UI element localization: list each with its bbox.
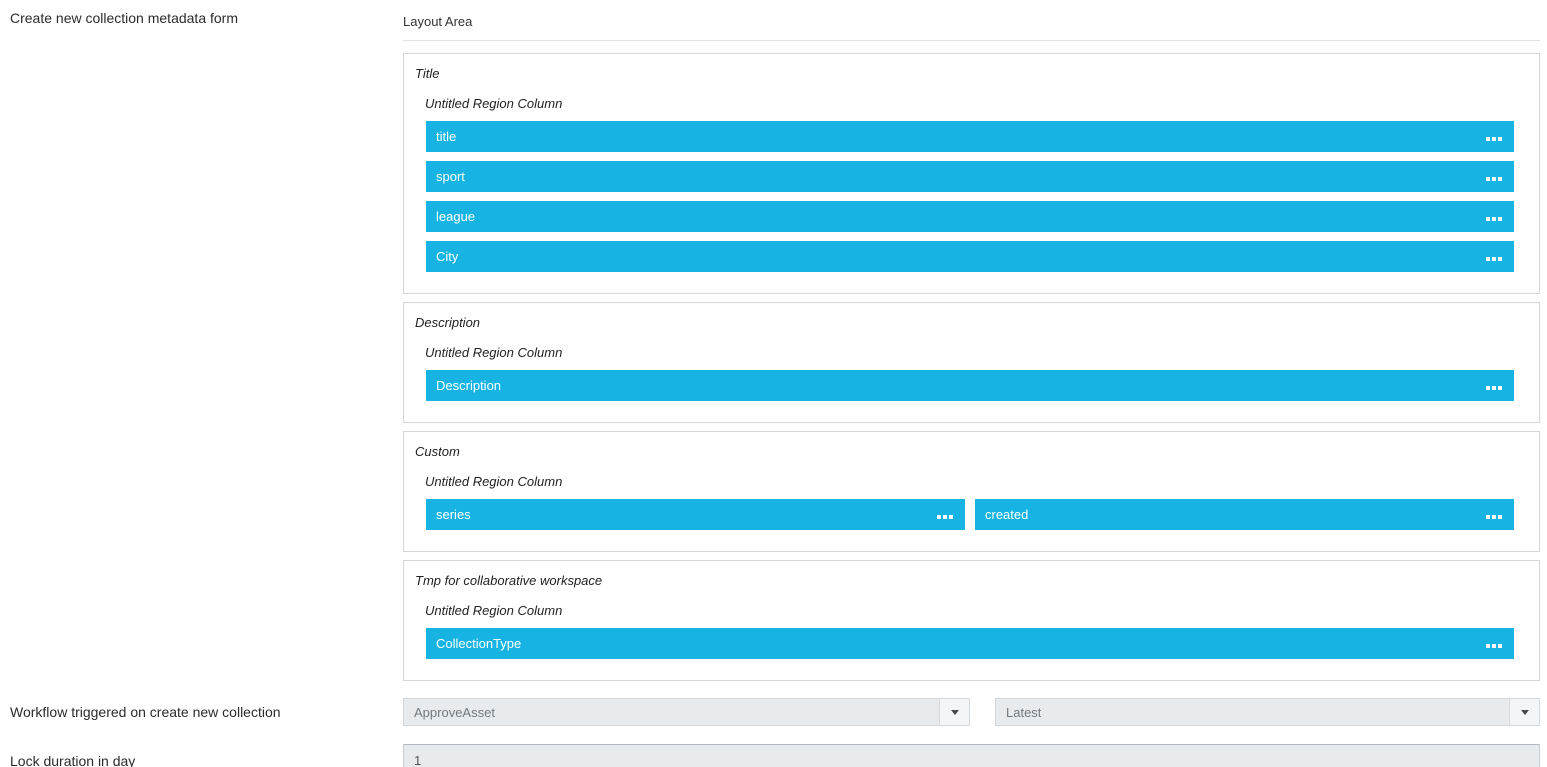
handle-dot [1486,176,1490,181]
section-title: Tmp for collaborative workspace [415,573,603,588]
layout-field-sport[interactable]: sport [426,161,1514,192]
handle-dot [1498,385,1502,390]
handle-dot [1486,643,1490,648]
handle-dot [1486,385,1490,390]
workflow-select[interactable]: ApproveAsset [403,698,970,726]
section-title: Custom [415,444,460,459]
layout-field-label: Description [436,378,502,393]
layout-field-league[interactable]: league [426,201,1514,232]
layout-sections: Title Untitled Region Column title sport… [403,53,1540,681]
ellipsis-handle-icon[interactable] [1486,643,1502,648]
section-title: Title [415,66,440,81]
section-custom-group: Custom Untitled Region Column series cre… [403,431,1540,552]
region-fields: title sport league City [426,121,1514,272]
handle-dot [1498,256,1502,261]
handle-dot [1492,643,1496,648]
workflow-label-column: Workflow triggered on create new collect… [0,704,403,720]
region-fields: series created [426,499,1514,530]
layout-field-series[interactable]: series [426,499,965,530]
layout-area-heading: Layout Area [403,0,1540,41]
ellipsis-handle-icon[interactable] [1486,216,1502,221]
layout-field-collectiontype[interactable]: CollectionType [426,628,1514,659]
triangle-down-icon [1520,709,1529,715]
handle-dot [1492,136,1496,141]
layout-field-label: sport [436,169,465,184]
workflow-select-value: ApproveAsset [414,704,495,720]
layout-field-label: City [436,249,459,264]
layout-field-city[interactable]: City [426,241,1514,272]
handle-dot [1492,176,1496,181]
section-description-group: Description Untitled Region Column Descr… [403,302,1540,423]
handle-dot [1498,136,1502,141]
region-fields: CollectionType [426,628,1514,659]
layout-field-label: series [436,507,471,522]
dropdown-arrow-icon[interactable] [939,699,969,725]
handle-dot [943,514,947,519]
layout-field-label: title [436,129,457,144]
region-column-title: Untitled Region Column [425,96,563,111]
layout-field-label: CollectionType [436,636,522,651]
workflow-version-select-value: Latest [1006,704,1042,720]
lock-duration-label: Lock duration in day [10,752,136,767]
handle-dot [1492,256,1496,261]
ellipsis-handle-icon[interactable] [1486,385,1502,390]
handle-dot [937,514,941,519]
triangle-down-icon [950,709,959,715]
handle-dot [1498,176,1502,181]
form-title-label: Create new collection metadata form [10,10,238,26]
ellipsis-handle-icon[interactable] [1486,514,1502,519]
dropdown-arrow-icon[interactable] [1509,699,1539,725]
region-column-title: Untitled Region Column [425,345,563,360]
lock-duration-input[interactable] [403,744,1540,767]
section-tmp-workspace-group: Tmp for collaborative workspace Untitled… [403,560,1540,681]
section-title-group: Title Untitled Region Column title sport… [403,53,1540,294]
layout-area-column: Layout Area Title Untitled Region Column… [403,0,1540,681]
handle-dot [1498,643,1502,648]
ellipsis-handle-icon[interactable] [1486,256,1502,261]
handle-dot [1486,216,1490,221]
layout-area-row: Create new collection metadata form Layo… [0,0,1540,681]
region-column-title: Untitled Region Column [425,603,563,618]
workflow-controls: ApproveAsset Latest [403,698,1540,726]
layout-field-label: created [985,507,1029,522]
handle-dot [1498,514,1502,519]
handle-dot [1492,385,1496,390]
layout-field-description[interactable]: Description [426,370,1514,401]
handle-dot [1486,256,1490,261]
layout-area-label-column: Create new collection metadata form [0,0,403,681]
layout-field-created[interactable]: created [975,499,1514,530]
workflow-version-select[interactable]: Latest [995,698,1540,726]
lock-duration-label-column: Lock duration in day [0,753,403,767]
handle-dot [1486,136,1490,141]
region-fields: Description [426,370,1514,401]
ellipsis-handle-icon[interactable] [1486,176,1502,181]
workflow-row: Workflow triggered on create new collect… [0,698,1547,726]
layout-field-label: league [436,209,476,224]
handle-dot [1498,216,1502,221]
lock-duration-row: Lock duration in day [0,744,1547,767]
ellipsis-handle-icon[interactable] [1486,136,1502,141]
layout-field-title[interactable]: title [426,121,1514,152]
handle-dot [1492,514,1496,519]
handle-dot [1492,216,1496,221]
handle-dot [949,514,953,519]
workflow-label: Workflow triggered on create new collect… [10,704,281,720]
section-title: Description [415,315,481,330]
handle-dot [1486,514,1490,519]
region-column-title: Untitled Region Column [425,474,563,489]
ellipsis-handle-icon[interactable] [937,514,953,519]
